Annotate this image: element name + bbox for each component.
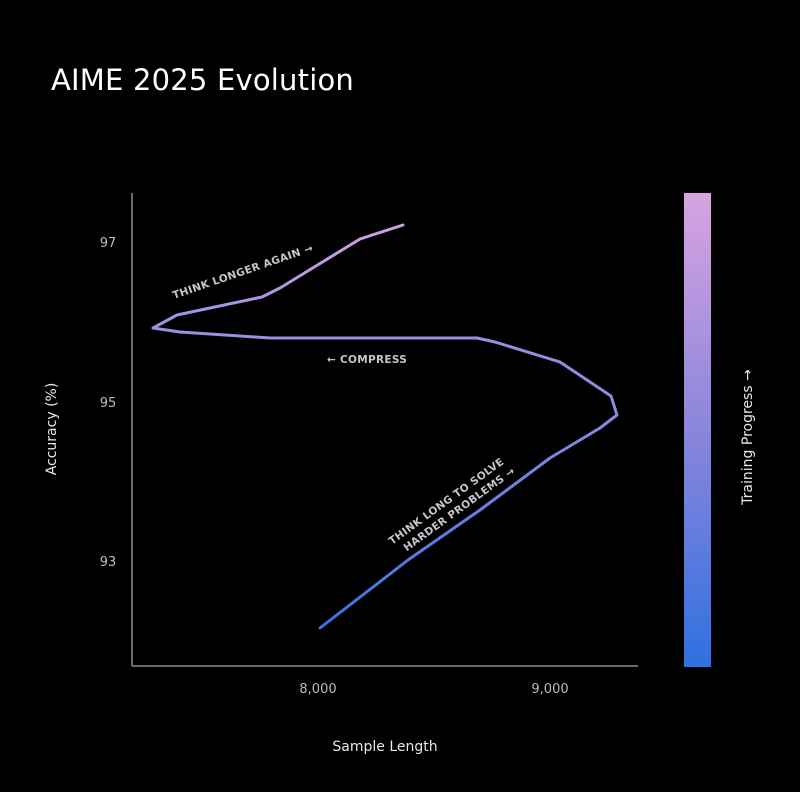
x-ticks: 8,000 9,000	[299, 682, 568, 697]
y-axis-label: Accuracy (%)	[44, 383, 60, 476]
x-axis-label: Sample Length	[332, 739, 437, 755]
annotation-think-long: THINK LONG TO SOLVE HARDER PROBLEMS →	[387, 456, 518, 554]
trajectory-line	[151, 223, 619, 630]
annotation-think-longer-again: THINK LONGER AGAIN →	[171, 242, 315, 302]
x-tick-8000: 8,000	[299, 682, 336, 697]
y-tick-95: 95	[100, 396, 117, 411]
axes	[131, 193, 638, 667]
chart-title: AIME 2025 Evolution	[51, 63, 354, 97]
y-tick-93: 93	[100, 555, 117, 570]
colorbar-label: Training Progress →	[740, 369, 756, 506]
colorbar	[684, 193, 711, 667]
annotation-compress: ← COMPRESS	[327, 354, 407, 366]
y-ticks: 97 95 93	[100, 236, 117, 570]
annotation-think-long-line2: HARDER PROBLEMS →	[401, 465, 517, 554]
annotation-think-longer-again-text: THINK LONGER AGAIN →	[171, 242, 315, 302]
y-tick-97: 97	[100, 236, 117, 251]
x-tick-9000: 9,000	[531, 682, 568, 697]
